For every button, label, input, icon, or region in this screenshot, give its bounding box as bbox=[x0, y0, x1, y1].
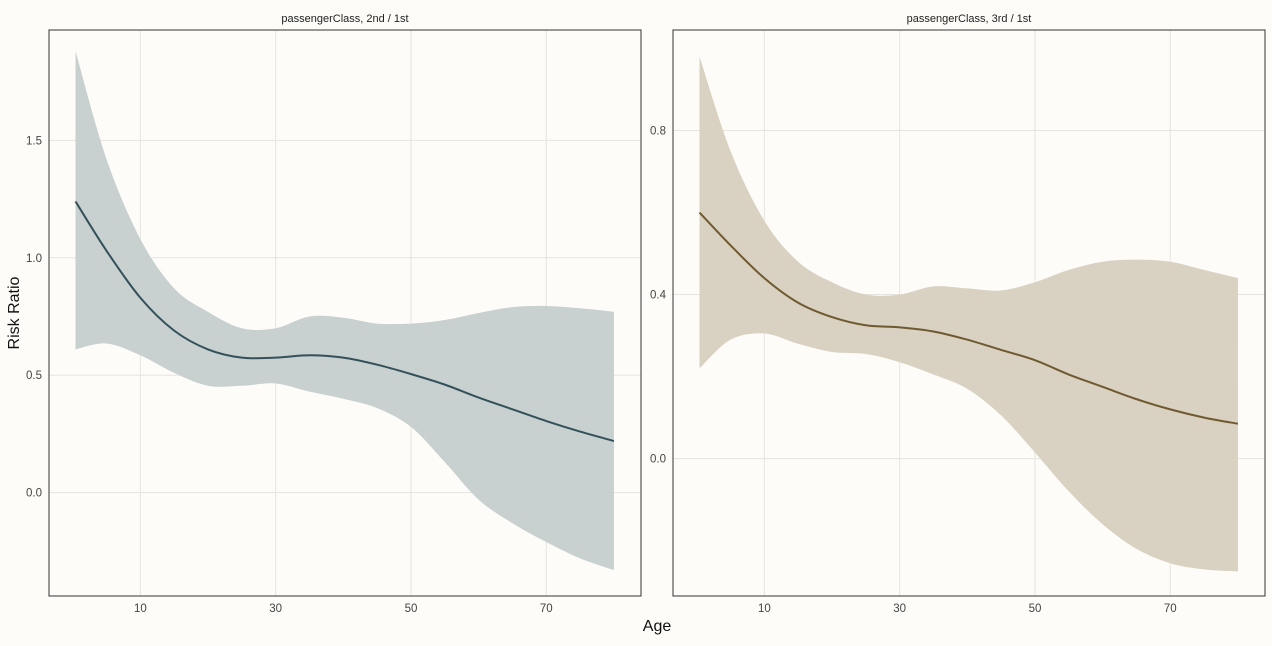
panel-2: passengerClass, 3rd / 1st 10 30 50 70 0.0 0.4 0… bbox=[650, 13, 1266, 615]
y-tick-label-1: 0.5 bbox=[26, 370, 42, 382]
x-tick-label-30: 30 bbox=[893, 603, 906, 615]
x-tick-label-10: 10 bbox=[758, 603, 771, 615]
x-tick-label-50: 50 bbox=[1029, 603, 1042, 615]
x-axis-title: Age bbox=[643, 618, 672, 635]
risk-ratio-line-2 bbox=[698, 211, 1239, 425]
panel-border-2 bbox=[672, 29, 1266, 597]
panel-title-2: passengerClass, 3rd / 1st bbox=[907, 13, 1032, 25]
x-tick-label-50: 50 bbox=[405, 603, 418, 615]
panel-border-1 bbox=[48, 29, 642, 597]
risk-ratio-line-1 bbox=[74, 200, 615, 442]
x-tick-label-30: 30 bbox=[269, 603, 282, 615]
panel-title-1: passengerClass, 2nd / 1st bbox=[281, 13, 408, 25]
y-tick-label-0: 0.0 bbox=[26, 488, 42, 500]
y-tick-label-3: 1.5 bbox=[26, 135, 42, 147]
y-tick-label-1: 0.4 bbox=[650, 290, 667, 302]
x-tick-label-70: 70 bbox=[540, 603, 553, 615]
panel-1: passengerClass, 2nd / 1st 10 30 50 70 0.0 0.5 1… bbox=[26, 13, 642, 615]
y-tick-label-2: 0.8 bbox=[650, 125, 666, 137]
y-tick-label-2: 1.0 bbox=[26, 253, 42, 265]
x-tick-label-10: 10 bbox=[134, 603, 147, 615]
confidence-band-2 bbox=[699, 56, 1238, 572]
x-tick-label-70: 70 bbox=[1164, 603, 1177, 615]
confidence-band-1 bbox=[75, 51, 614, 571]
y-tick-label-0: 0.0 bbox=[650, 454, 666, 466]
y-axis-title: Risk Ratio bbox=[6, 276, 23, 349]
